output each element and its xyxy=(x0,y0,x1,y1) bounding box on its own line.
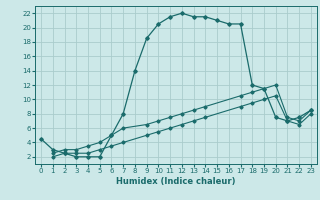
X-axis label: Humidex (Indice chaleur): Humidex (Indice chaleur) xyxy=(116,177,236,186)
